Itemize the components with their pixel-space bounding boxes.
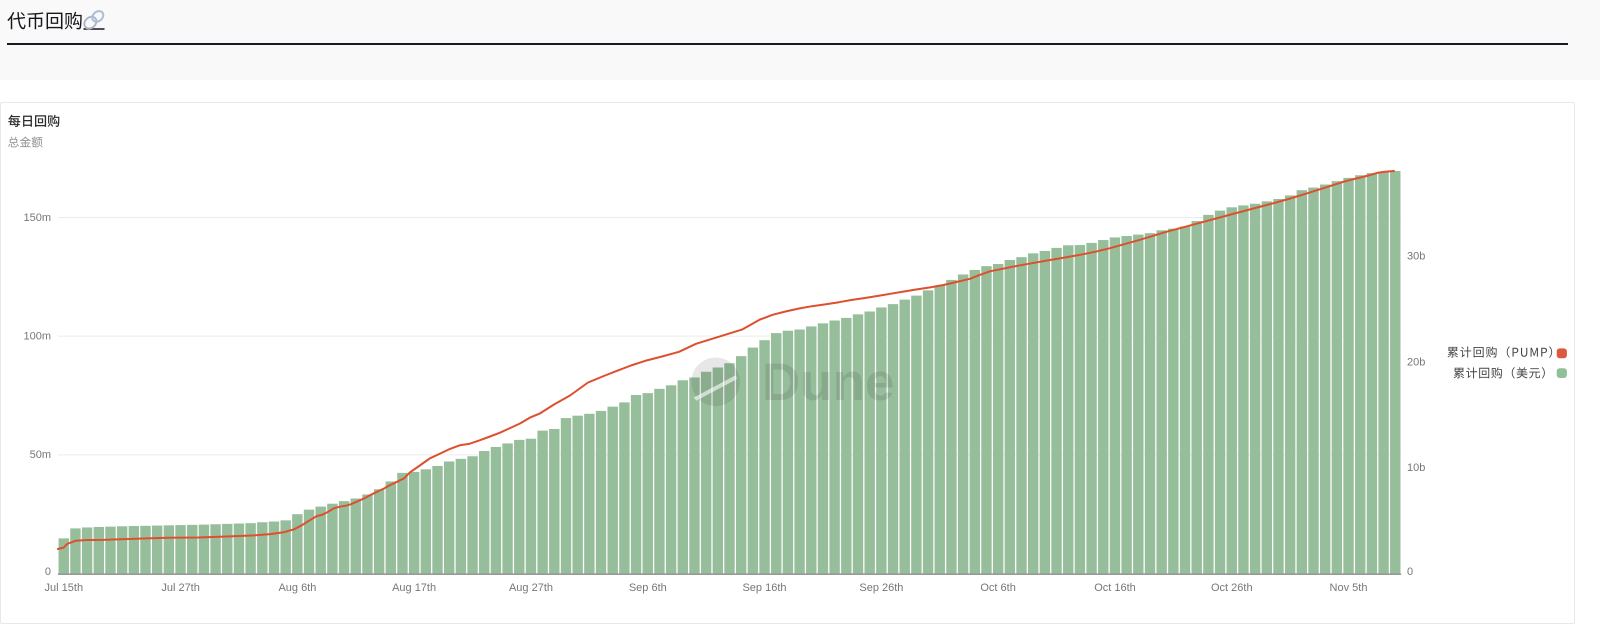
svg-text:Oct 26th: Oct 26th (1211, 582, 1253, 594)
svg-text:Dune: Dune (762, 353, 895, 412)
svg-text:Nov 5th: Nov 5th (1330, 582, 1368, 594)
svg-text:Aug 17th: Aug 17th (392, 582, 436, 594)
svg-text:Oct 16th: Oct 16th (1094, 582, 1136, 594)
svg-text:Sep 26th: Sep 26th (859, 582, 903, 594)
svg-text:10b: 10b (1407, 462, 1425, 474)
svg-text:Oct 6th: Oct 6th (980, 582, 1015, 594)
svg-text:30b: 30b (1407, 251, 1425, 263)
svg-text:0: 0 (1407, 566, 1413, 578)
svg-text:Jul 27th: Jul 27th (161, 582, 200, 594)
svg-text:100m: 100m (23, 331, 51, 343)
svg-text:Sep 16th: Sep 16th (742, 582, 786, 594)
svg-text:Aug 6th: Aug 6th (278, 582, 316, 594)
svg-text:Aug 27th: Aug 27th (509, 582, 553, 594)
svg-text:Sep 6th: Sep 6th (629, 582, 667, 594)
svg-text:Jul 15th: Jul 15th (45, 582, 84, 594)
svg-text:20b: 20b (1407, 356, 1425, 368)
svg-text:50m: 50m (30, 449, 51, 461)
svg-text:150m: 150m (23, 212, 51, 224)
svg-text:0: 0 (45, 566, 51, 578)
